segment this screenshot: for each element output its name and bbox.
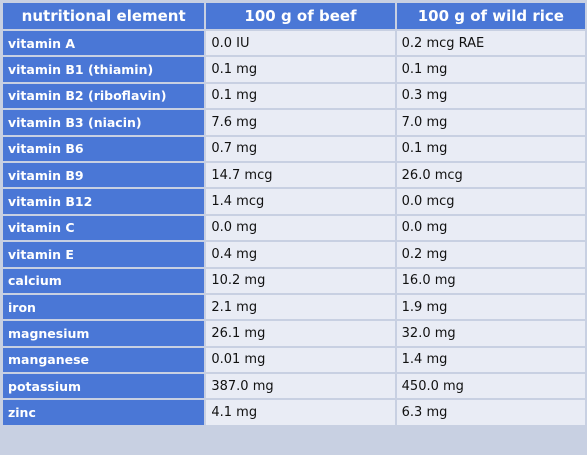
beef-value: 0.1 mg bbox=[206, 57, 395, 82]
wild-rice-value: 26.0 mcg bbox=[396, 162, 585, 188]
beef-value: 2.1 mg bbox=[206, 294, 395, 320]
beef-value: 10.2 mg bbox=[206, 268, 395, 293]
table-row: manganese 0.01 mg 1.4 mg bbox=[3, 347, 585, 373]
wild-rice-value: 0.0 mg bbox=[396, 215, 585, 241]
wild-rice-value: 1.4 mg bbox=[396, 347, 585, 373]
wild-rice-value: 0.1 mg bbox=[396, 136, 585, 161]
beef-value: 4.1 mg bbox=[206, 400, 395, 425]
table-row: vitamin A 0.0 IU 0.2 mcg RAE bbox=[3, 31, 585, 56]
beef-value: 0.7 mg bbox=[206, 136, 395, 161]
wild-rice-value: 32.0 mg bbox=[396, 321, 585, 346]
table-row: calcium 10.2 mg 16.0 mg bbox=[3, 268, 585, 293]
beef-value: 14.7 mcg bbox=[206, 162, 395, 188]
row-label: vitamin E bbox=[3, 242, 205, 267]
row-label: vitamin A bbox=[3, 31, 205, 56]
wild-rice-value: 1.9 mg bbox=[396, 294, 585, 320]
row-label: vitamin B6 bbox=[3, 136, 205, 161]
table-row: vitamin B9 14.7 mcg 26.0 mcg bbox=[3, 162, 585, 188]
row-label: vitamin B3 (niacin) bbox=[3, 110, 205, 135]
wild-rice-value: 0.0 mcg bbox=[396, 189, 585, 214]
table-row: vitamin B2 (riboflavin) 0.1 mg 0.3 mg bbox=[3, 83, 585, 109]
row-label: vitamin B12 bbox=[3, 189, 205, 214]
nutrition-comparison-table: nutritional element 100 g of beef 100 g … bbox=[1, 1, 587, 427]
row-label: zinc bbox=[3, 400, 205, 425]
wild-rice-value: 6.3 mg bbox=[396, 400, 585, 425]
beef-value: 387.0 mg bbox=[206, 374, 395, 399]
column-header-nutritional-element: nutritional element bbox=[3, 3, 205, 29]
wild-rice-value: 0.2 mg bbox=[396, 242, 585, 267]
table-row: potassium 387.0 mg 450.0 mg bbox=[3, 374, 585, 399]
row-label: magnesium bbox=[3, 321, 205, 346]
beef-value: 1.4 mcg bbox=[206, 189, 395, 214]
wild-rice-value: 0.3 mg bbox=[396, 83, 585, 109]
row-label: vitamin B1 (thiamin) bbox=[3, 57, 205, 82]
beef-value: 0.0 mg bbox=[206, 215, 395, 241]
column-header-beef: 100 g of beef bbox=[206, 3, 395, 29]
table-row: vitamin E 0.4 mg 0.2 mg bbox=[3, 242, 585, 267]
beef-value: 0.4 mg bbox=[206, 242, 395, 267]
wild-rice-value: 16.0 mg bbox=[396, 268, 585, 293]
table-row: zinc 4.1 mg 6.3 mg bbox=[3, 400, 585, 425]
table-row: vitamin B3 (niacin) 7.6 mg 7.0 mg bbox=[3, 110, 585, 135]
beef-value: 7.6 mg bbox=[206, 110, 395, 135]
beef-value: 0.0 IU bbox=[206, 31, 395, 56]
row-label: potassium bbox=[3, 374, 205, 399]
wild-rice-value: 7.0 mg bbox=[396, 110, 585, 135]
table-row: vitamin B6 0.7 mg 0.1 mg bbox=[3, 136, 585, 161]
header-row: nutritional element 100 g of beef 100 g … bbox=[3, 3, 585, 29]
table-row: vitamin B1 (thiamin) 0.1 mg 0.1 mg bbox=[3, 57, 585, 82]
row-label: iron bbox=[3, 294, 205, 320]
row-label: calcium bbox=[3, 268, 205, 293]
beef-value: 0.01 mg bbox=[206, 347, 395, 373]
beef-value: 26.1 mg bbox=[206, 321, 395, 346]
table-row: vitamin B12 1.4 mcg 0.0 mcg bbox=[3, 189, 585, 214]
row-label: vitamin B9 bbox=[3, 162, 205, 188]
table-row: iron 2.1 mg 1.9 mg bbox=[3, 294, 585, 320]
row-label: vitamin B2 (riboflavin) bbox=[3, 83, 205, 109]
beef-value: 0.1 mg bbox=[206, 83, 395, 109]
row-label: vitamin C bbox=[3, 215, 205, 241]
wild-rice-value: 450.0 mg bbox=[396, 374, 585, 399]
wild-rice-value: 0.2 mcg RAE bbox=[396, 31, 585, 56]
column-header-wild-rice: 100 g of wild rice bbox=[396, 3, 585, 29]
wild-rice-value: 0.1 mg bbox=[396, 57, 585, 82]
row-label: manganese bbox=[3, 347, 205, 373]
table-row: magnesium 26.1 mg 32.0 mg bbox=[3, 321, 585, 346]
table-row: vitamin C 0.0 mg 0.0 mg bbox=[3, 215, 585, 241]
